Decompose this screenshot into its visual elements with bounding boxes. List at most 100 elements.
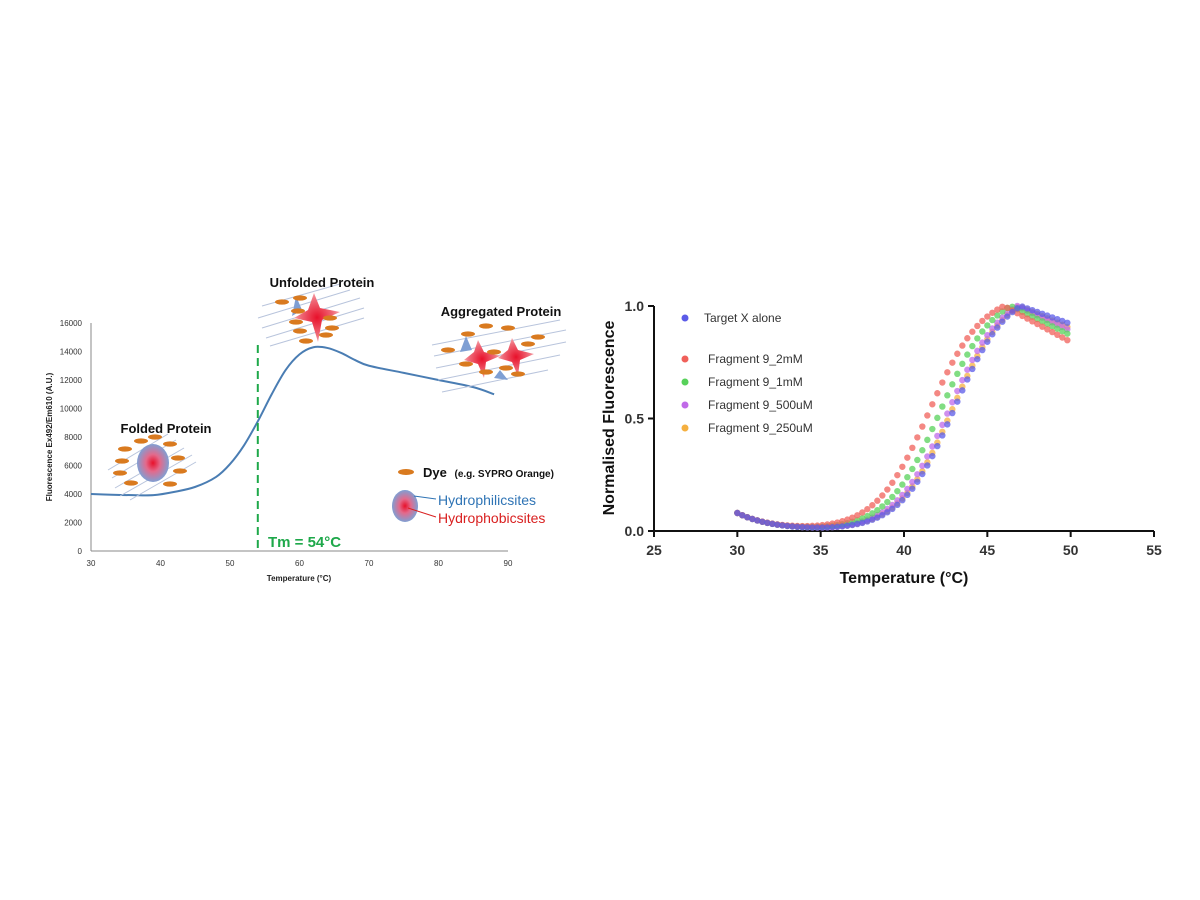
data-point [849,514,856,521]
left-y-tick-label: 0 [78,547,83,556]
right-x-tick-label: 45 [980,542,996,558]
legend-marker [681,314,689,322]
data-point [964,335,971,342]
data-point [929,425,936,433]
data-point [789,523,796,530]
data-point [979,346,986,354]
left-y-tick-label: 16000 [60,319,83,328]
data-point [869,502,876,509]
folded-protein-illustration [107,433,197,501]
data-point [844,522,851,529]
folded-protein-label: Folded Protein [121,421,212,436]
data-point [1039,318,1046,325]
data-point [994,306,1001,313]
data-point [889,479,896,486]
data-point [994,319,1001,326]
normalised-fluorescence-chart: 0.0 0.5 1.0 25 30 35 40 45 50 55 Normalised Fluo… [601,298,1162,587]
right-y-axis-label: Normalised Fluorescence [601,321,618,516]
data-point [759,518,766,525]
tm-label: Tm = 54°C [268,534,341,551]
data-point [1059,327,1066,335]
data-point [1014,310,1021,317]
data-point [919,462,926,469]
data-point [929,401,936,408]
data-point [959,360,966,368]
data-point [979,328,986,335]
data-point [994,312,1001,319]
svg-text:Dye (e.g. SYPRO Orange: Dye (e.g. SYPRO Orange) [423,465,554,480]
legend-marker [681,401,689,409]
left-x-tick-label: 80 [434,559,443,568]
legend-marker [681,378,689,386]
data-point [819,524,826,531]
data-point [1044,326,1051,333]
data-point [974,355,981,363]
data-point [939,432,946,439]
right-x-tick-label: 25 [646,542,662,558]
left-y-tick-label: 10000 [60,405,83,414]
data-point [1054,331,1061,338]
data-point [974,347,981,355]
data-point [989,309,996,316]
left-y-tick-label: 2000 [64,519,82,528]
data-point [894,471,901,479]
data-point [799,523,806,531]
data-point [984,313,991,320]
data-point [784,522,791,530]
data-point [979,339,986,346]
data-point [939,379,946,386]
data-point [959,376,966,384]
data-point [839,518,846,525]
unfolded-protein-illustration [257,283,365,347]
right-x-tick-label: 50 [1063,542,1079,558]
data-point [959,342,966,349]
data-point [909,465,916,473]
data-point [1064,330,1071,337]
left-x-tick-label: 40 [156,559,165,568]
data-point [864,518,871,525]
legend-marker [681,355,689,363]
left-x-axis-label: Temperature (°C) [267,574,332,583]
data-point [894,501,901,509]
data-point [934,414,941,422]
unfolded-protein-label: Unfolded Protein [270,275,375,290]
data-point [1064,326,1071,333]
data-point [1039,310,1046,317]
data-point [1054,316,1061,323]
thermal-shift-schematic-chart: 0 2000 4000 6000 8000 10000 12000 14000 16000 30… [45,275,567,583]
data-point [909,478,916,486]
data-point [914,471,921,478]
data-point [864,512,871,520]
data-point [909,485,916,492]
data-point [864,505,871,513]
left-y-tick-label: 4000 [64,490,82,499]
data-point [924,412,931,419]
right-legend: Target X alone Fragment 9_2mM Fragment 9_1… [681,311,813,435]
left-y-tick-label: 14000 [60,348,83,357]
right-x-axis-label: Temperature (°C) [840,570,969,587]
fluorescence-curve [90,345,495,497]
data-point [914,456,921,464]
data-point [899,481,906,488]
left-x-tick-label: 50 [226,559,235,568]
data-point [1024,315,1031,322]
right-y-tick-label: 0.0 [625,523,645,539]
data-point [859,509,866,516]
data-point [889,493,896,501]
data-point [1019,303,1026,310]
data-point [919,470,926,478]
data-point [769,520,776,528]
data-point [914,434,921,441]
data-point [899,497,906,504]
data-point [1029,307,1036,314]
data-point [934,442,941,450]
data-point [924,453,931,460]
data-point [999,318,1006,325]
data-point [999,303,1006,311]
dye-legend-label: Dye [423,465,447,480]
aggregated-protein-illustration [431,319,567,393]
data-point [1039,323,1046,330]
data-point [884,509,891,516]
data-point [904,491,911,499]
protein-core-legend [392,490,418,522]
